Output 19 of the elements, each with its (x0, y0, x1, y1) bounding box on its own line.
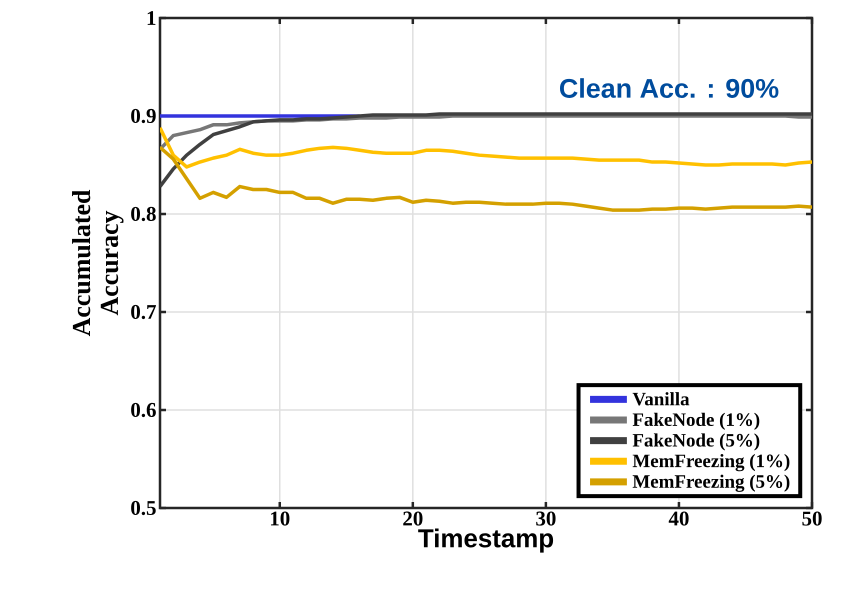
y-tick-label: 0.7 (131, 304, 156, 320)
x-tick-label: 50 (802, 512, 822, 526)
y-tick-label: 0.9 (131, 108, 156, 124)
legend-label: FakeNode (5%) (632, 433, 760, 451)
y-tick-label: 0.8 (131, 206, 156, 222)
y-tick-label: 0.6 (131, 402, 156, 418)
legend-label: MemFreezing (1%) (632, 454, 790, 472)
x-tick-label: 40 (668, 512, 689, 526)
x-tick-label: 20 (403, 512, 422, 526)
y-axis-title: Accumulated Accuracy (72, 190, 124, 336)
x-tick-label: 10 (270, 512, 290, 526)
annotation: Clean Acc. : 90% (560, 78, 778, 98)
y-tick-label: 1 (148, 11, 156, 25)
legend-label: MemFreezing (5%) (632, 474, 790, 492)
legend-label: Vanilla (632, 392, 690, 406)
legend-label: FakeNode (1%) (632, 412, 760, 430)
x-tick-label: 30 (536, 512, 556, 526)
y-tick-label: 0.5 (131, 500, 156, 516)
x-axis-title: Timestamp (418, 528, 554, 553)
